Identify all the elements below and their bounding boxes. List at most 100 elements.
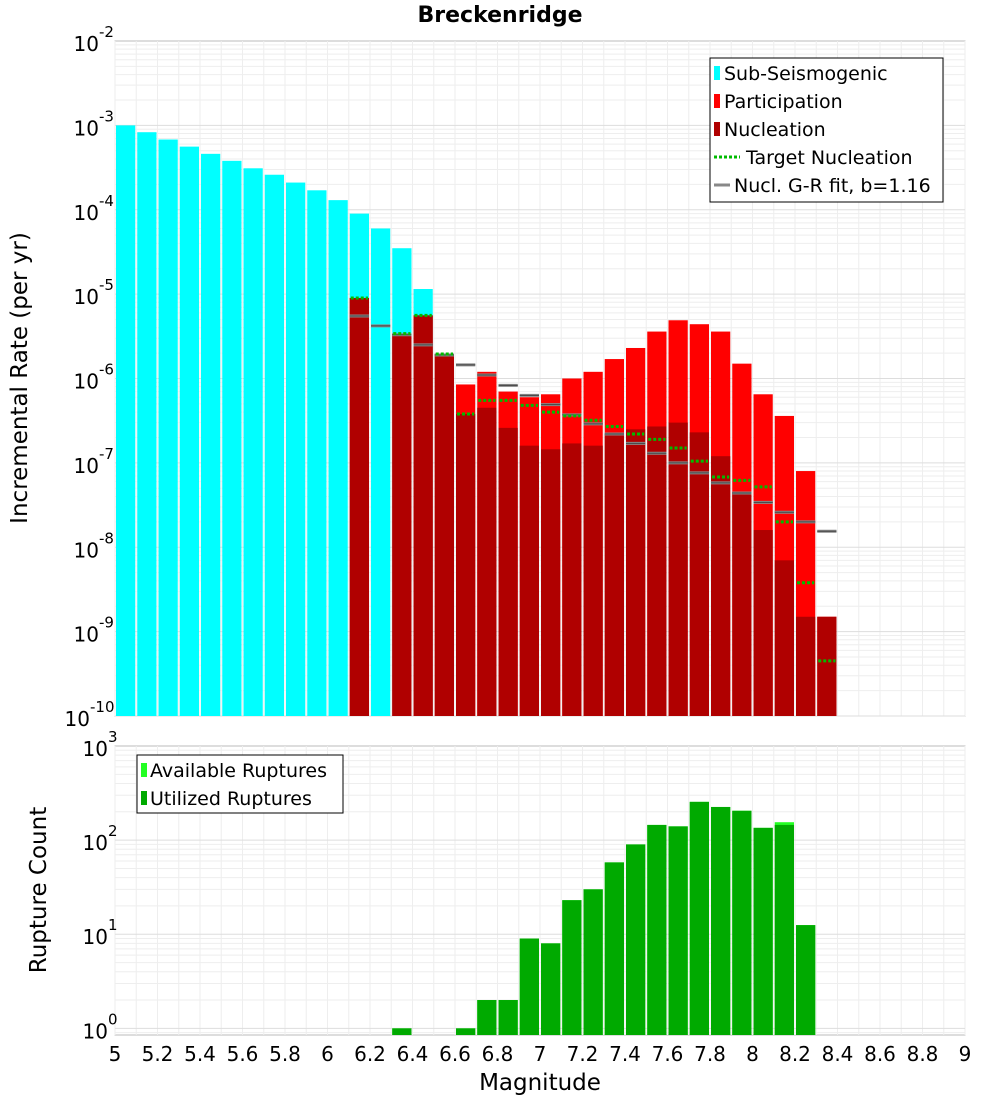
bar-sub-seismogenic [264, 174, 284, 716]
bar-nucleation [392, 333, 412, 716]
chart-title: Breckenridge [417, 3, 582, 28]
x-tick-label: 6.4 [397, 1042, 429, 1066]
bottom-y-tick-label: 10 [83, 925, 108, 949]
legend-label-available: Available Ruptures [150, 760, 327, 782]
top-y-tick-label: 10 [74, 538, 99, 562]
top-legend: Sub-Seismogenic Participation Nucleation… [709, 57, 944, 203]
bar-utilized-ruptures [668, 826, 688, 1035]
bottom-y-tick-exponent: 3 [108, 728, 118, 746]
x-tick-label: 5.6 [227, 1042, 259, 1066]
bar-sub-seismogenic [222, 160, 242, 717]
x-tick-label: 7.8 [694, 1042, 726, 1066]
top-y-axis-label: Incremental Rate (per yr) [7, 232, 33, 524]
x-tick-label: 7 [534, 1042, 547, 1066]
bar-utilized-ruptures [796, 925, 816, 1035]
bar-utilized-ruptures [732, 810, 752, 1035]
x-tick-label: 5.8 [269, 1042, 301, 1066]
bar-nucleation [647, 426, 667, 716]
bar-nucleation [604, 433, 624, 716]
bottom-bars [392, 801, 816, 1035]
bar-utilized-ruptures [498, 1000, 518, 1035]
top-y-tick-exponent: -6 [99, 361, 114, 379]
top-y-tick-label: 10 [74, 623, 99, 647]
bar-utilized-ruptures [583, 889, 603, 1035]
bar-nucleation [626, 429, 646, 716]
bar-nucleation [498, 427, 518, 716]
x-tick-label: 6.6 [439, 1042, 471, 1066]
bar-nucleation [689, 432, 709, 716]
x-tick-label: 8.2 [779, 1042, 811, 1066]
bottom-y-tick-exponent: 2 [108, 822, 118, 840]
top-y-tick-label: 10 [65, 707, 90, 731]
x-tick-label: 6.2 [354, 1042, 386, 1066]
top-y-tick-label: 10 [74, 201, 99, 225]
bar-sub-seismogenic [243, 168, 263, 716]
top-y-tick-label: 10 [74, 454, 99, 478]
x-axis-label: Magnitude [479, 1070, 601, 1096]
bar-nucleation [817, 616, 837, 716]
top-y-tick-label: 10 [74, 285, 99, 309]
legend-swatch-nucleation [714, 122, 720, 136]
legend-label-sub-seismogenic: Sub-Seismogenic [724, 63, 888, 85]
bar-sub-seismogenic [201, 153, 221, 716]
top-y-tick-exponent: -4 [99, 192, 114, 210]
bottom-legend-box [136, 754, 344, 814]
x-tick-label: 5 [109, 1042, 122, 1066]
x-tick-label: 8.4 [822, 1042, 854, 1066]
bar-utilized-ruptures [626, 844, 646, 1035]
top-y-tick-exponent: -9 [99, 614, 114, 632]
bar-utilized-ruptures [541, 943, 561, 1035]
legend-swatch-participation [714, 94, 720, 108]
bar-utilized-ruptures [774, 824, 794, 1035]
top-y-tick-exponent: -7 [99, 445, 114, 463]
legend-label-target-nucleation: Target Nucleation [745, 147, 913, 169]
top-legend-box [709, 57, 944, 203]
legend-swatch-utilized [141, 791, 147, 805]
bar-nucleation [562, 443, 582, 716]
bar-nucleation [774, 560, 794, 716]
bar-nucleation [519, 445, 539, 716]
legend-swatch-sub-seismogenic [714, 66, 720, 80]
bar-sub-seismogenic [286, 182, 306, 716]
bottom-y-tick-label: 10 [83, 1019, 108, 1043]
bar-utilized-ruptures [562, 900, 582, 1035]
top-y-tick-label: 10 [74, 32, 99, 56]
legend-label-gr-fit: Nucl. G-R fit, b=1.16 [734, 175, 931, 197]
bar-nucleation [477, 407, 497, 716]
top-y-tick-exponent: -3 [99, 107, 114, 125]
bar-nucleation [541, 449, 561, 716]
x-ticks: 5 5.2 5.4 5.6 5.8 6 6.2 6.4 6.6 6.8 7 7.2 7.4 7.6 7.8 8… [109, 1042, 972, 1066]
legend-label-utilized: Utilized Ruptures [150, 788, 312, 810]
x-tick-label: 7.2 [567, 1042, 599, 1066]
bottom-y-tick-exponent: 0 [108, 1010, 118, 1028]
bottom-y-tick-exponent: 1 [108, 916, 118, 934]
top-bars [116, 125, 837, 717]
legend-label-participation: Participation [724, 91, 843, 113]
bottom-y-axis-label: Rupture Count [26, 807, 52, 973]
bar-utilized-ruptures [647, 824, 667, 1035]
bar-sub-seismogenic [328, 200, 348, 716]
bar-nucleation [711, 456, 731, 716]
top-y-tick-exponent: -2 [99, 23, 114, 41]
bar-sub-seismogenic [307, 190, 327, 716]
bar-sub-seismogenic [158, 139, 178, 716]
bar-nucleation [456, 413, 476, 716]
bar-utilized-ruptures [477, 1000, 497, 1035]
legend-label-nucleation: Nucleation [724, 119, 826, 141]
bar-nucleation [413, 315, 433, 716]
legend-swatch-available [141, 763, 147, 777]
bar-nucleation [732, 492, 752, 716]
x-tick-label: 6.8 [482, 1042, 514, 1066]
top-y-tick-label: 10 [74, 116, 99, 140]
x-tick-label: 5.2 [142, 1042, 174, 1066]
top-y-tick-exponent: -10 [90, 698, 115, 716]
bar-sub-seismogenic [371, 228, 391, 716]
top-y-tick-label: 10 [74, 370, 99, 394]
bottom-y-tick-label: 10 [83, 737, 108, 761]
bar-nucleation [434, 354, 454, 716]
bar-nucleation [583, 445, 603, 716]
bottom-legend: Available Ruptures Utilized Ruptures [136, 754, 344, 814]
